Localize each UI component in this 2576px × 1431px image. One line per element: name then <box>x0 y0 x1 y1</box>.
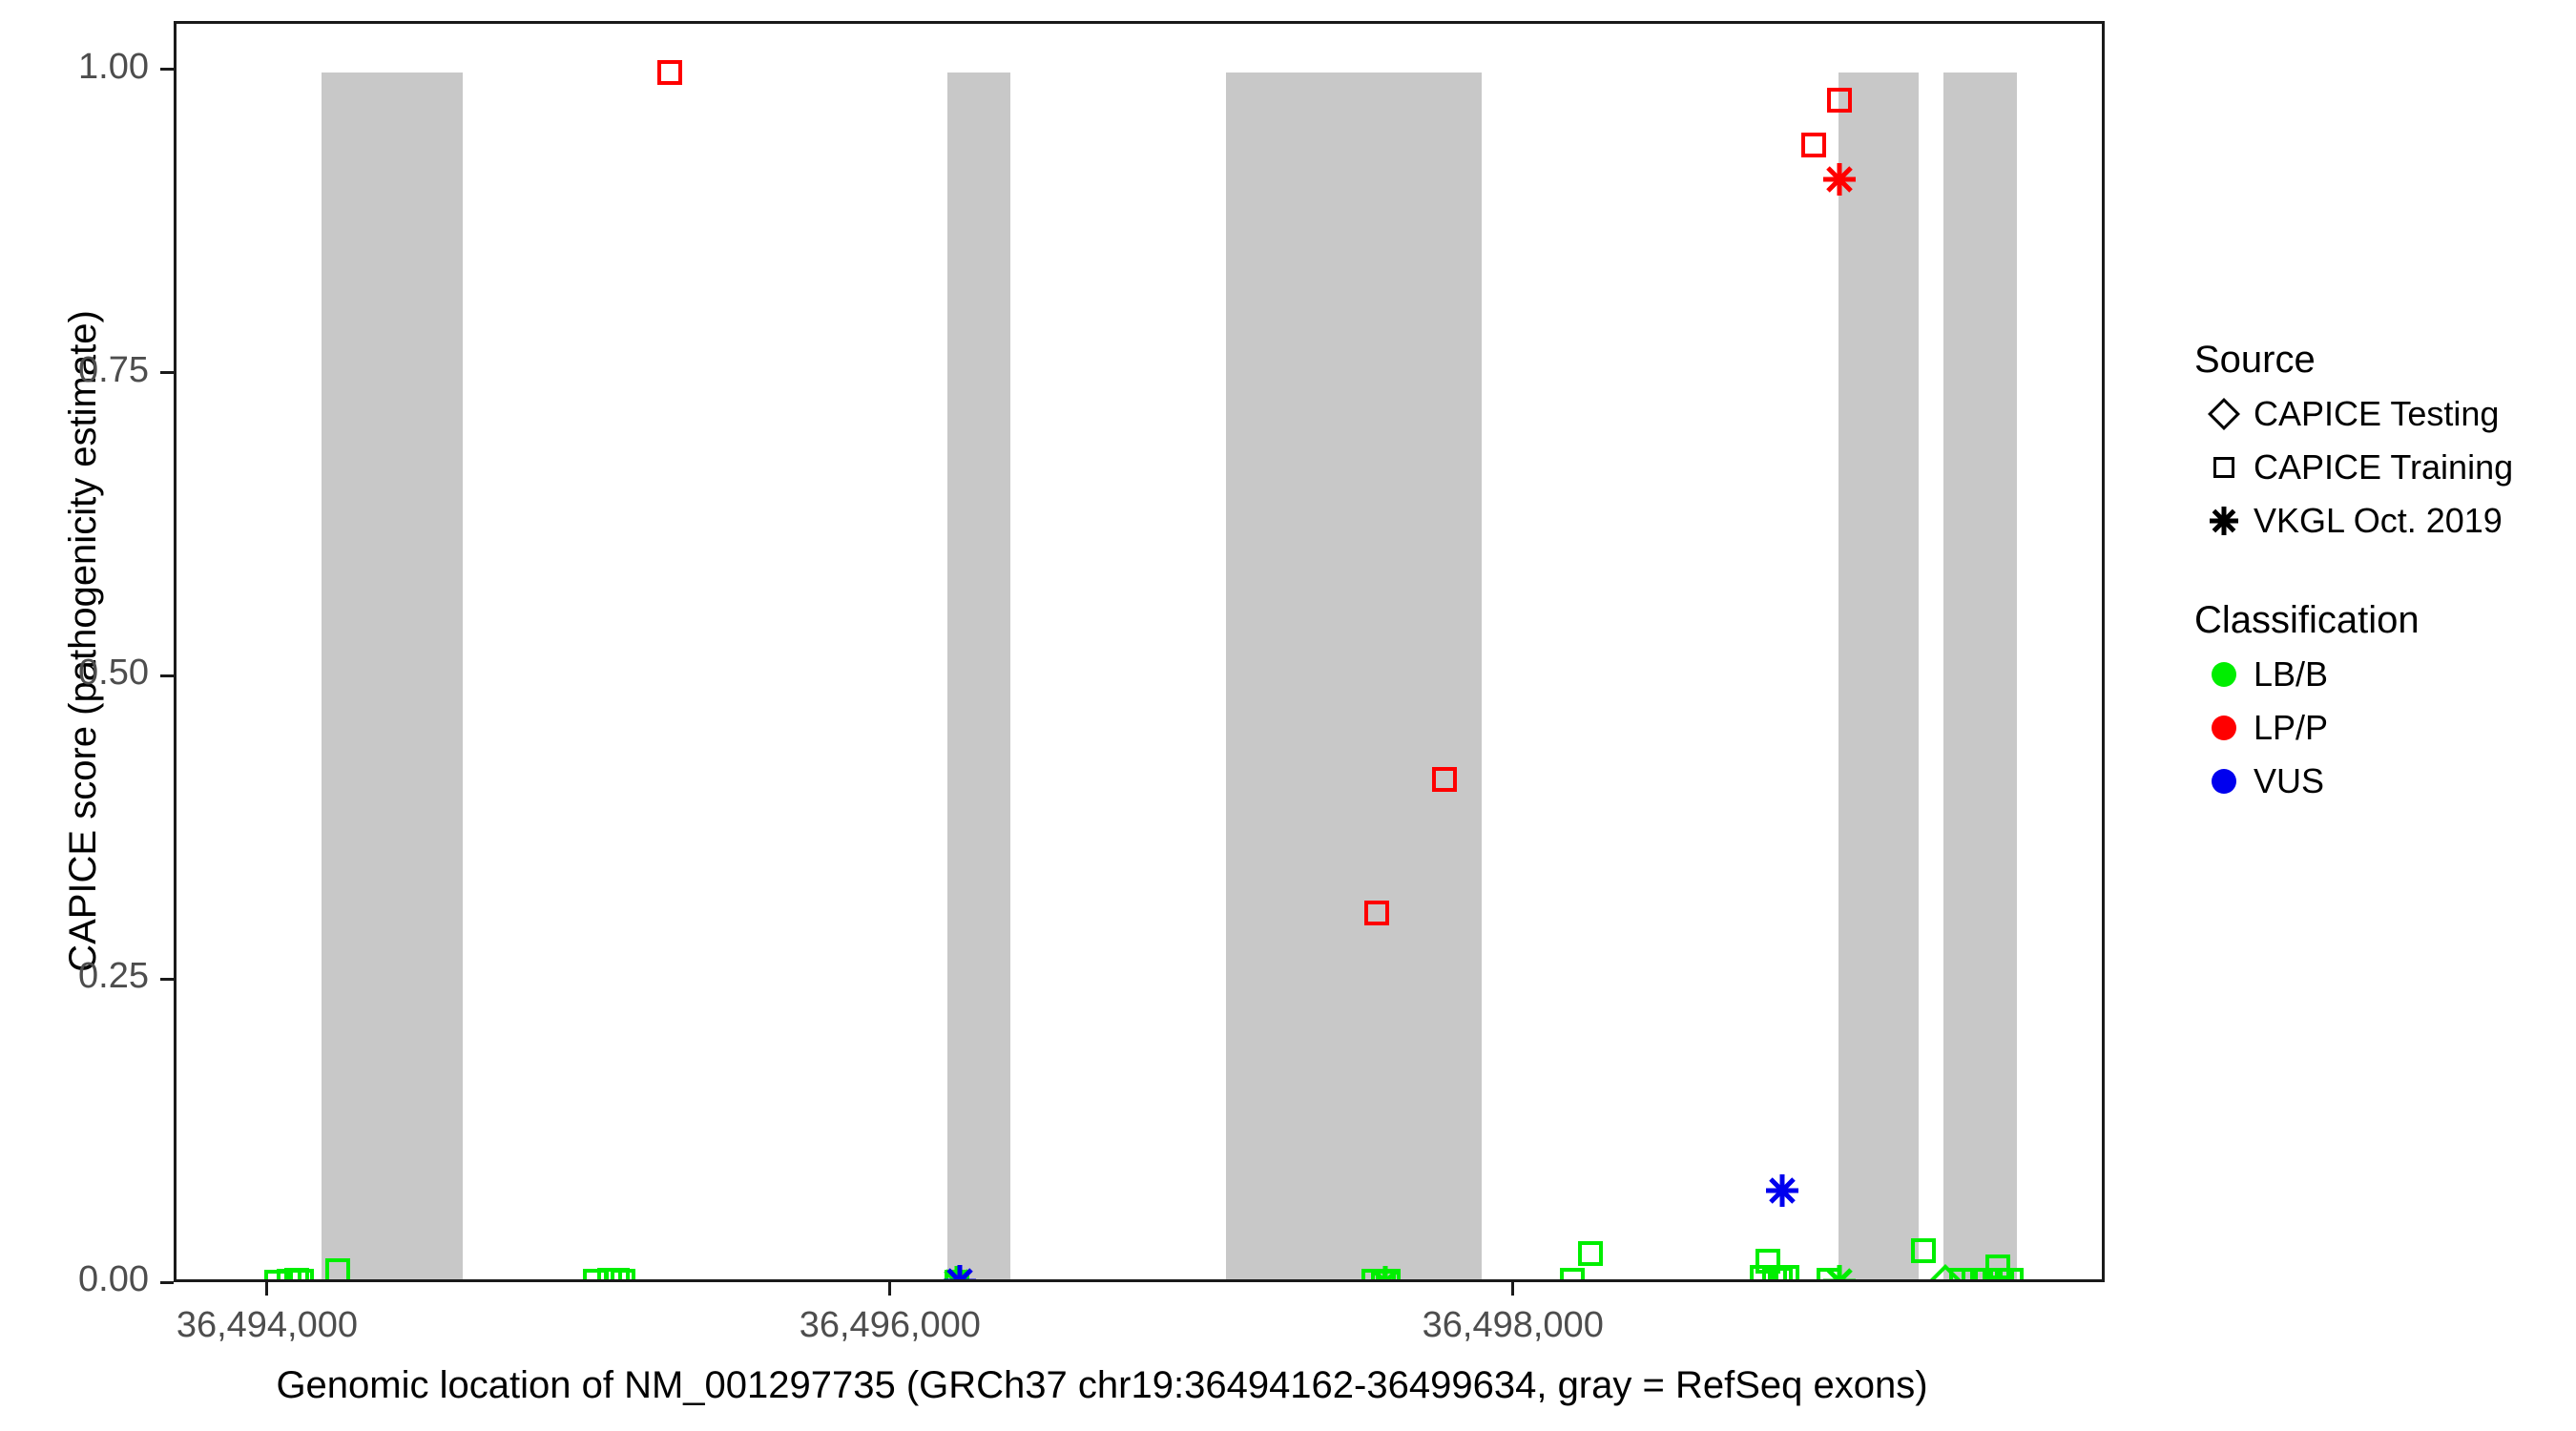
exon-band <box>1942 72 2018 1279</box>
legend-item-classification-lb-b[interactable]: LB/B <box>2194 648 2566 701</box>
y-tick-label: 1.00 <box>78 46 149 87</box>
legend-item-classification-lp-p[interactable]: LP/P <box>2194 701 2566 755</box>
data-point-lb-b <box>596 1267 622 1279</box>
data-point-lp-p <box>657 59 683 85</box>
data-point-lb-b <box>583 1269 609 1279</box>
x-tick-label: 36,494,000 <box>176 1305 359 1345</box>
legend-label: VUS <box>2254 761 2325 800</box>
x-axis-title: Genomic location of NM_001297735 (GRCh37… <box>276 1363 1928 1406</box>
legend-group-source: CAPICE Testing CAPICE Training VKGL Oct. 2… <box>2194 387 2566 548</box>
data-point-lb-b <box>264 1270 290 1279</box>
data-point-lb-b <box>1559 1267 1585 1279</box>
legend-label: LB/B <box>2254 654 2329 694</box>
color-dot-icon <box>2194 769 2254 794</box>
legend-label: CAPICE Testing <box>2254 394 2500 433</box>
exon-band <box>1838 72 1919 1279</box>
square-icon <box>2194 457 2254 478</box>
y-axis-title: CAPICE score (pathogenicity estimate) <box>61 310 104 972</box>
plot-area <box>177 24 2102 1279</box>
data-point-lp-p <box>1800 133 1826 158</box>
color-dot-icon <box>2194 662 2254 687</box>
y-tick-label: 0.25 <box>78 956 149 997</box>
data-point-lb-b <box>1578 1240 1604 1266</box>
y-tick-label: 0.75 <box>78 349 149 390</box>
y-tick <box>160 68 174 72</box>
data-point-lb-b <box>276 1269 301 1279</box>
legend-item-classification-vus[interactable]: VUS <box>2194 755 2566 808</box>
legend-item-source-square[interactable]: CAPICE Training <box>2194 441 2566 494</box>
data-point-lb-b <box>1749 1265 1775 1279</box>
x-tick <box>888 1282 892 1296</box>
y-tick <box>160 977 174 981</box>
legend: Source CAPICE Testing CAPICE Training VKGL… <box>2194 339 2566 808</box>
data-point-lb-b <box>1755 1248 1781 1274</box>
color-dot-icon <box>2194 716 2254 740</box>
data-point-lb-b <box>611 1269 636 1279</box>
legend-item-source-diamond[interactable]: CAPICE Testing <box>2194 387 2566 441</box>
diamond-icon <box>2194 398 2254 430</box>
exon-band <box>946 72 1010 1279</box>
x-tick-label: 36,498,000 <box>1422 1305 1604 1345</box>
x-tick <box>265 1282 269 1296</box>
plot-panel <box>174 21 2105 1282</box>
data-point-lb-b <box>283 1267 309 1279</box>
legend-group-classification: LB/B LP/P VUS <box>2194 648 2566 808</box>
legend-label: VKGL Oct. 2019 <box>2254 501 2503 540</box>
legend-label: CAPICE Training <box>2254 447 2514 487</box>
asterisk-icon <box>2194 507 2254 535</box>
data-point-lb-b <box>288 1269 314 1279</box>
y-tick <box>160 1280 174 1284</box>
data-point-lb-b <box>1768 1266 1794 1279</box>
y-tick <box>160 371 174 375</box>
data-point-vus <box>1765 1173 1798 1207</box>
y-tick <box>160 674 174 677</box>
exon-band <box>1226 72 1482 1279</box>
legend-title-classification: Classification <box>2194 599 2420 641</box>
y-tick-label: 0.50 <box>78 653 149 694</box>
data-point-lb-b <box>604 1267 630 1279</box>
legend-item-source-asterisk[interactable]: VKGL Oct. 2019 <box>2194 494 2566 548</box>
x-tick <box>1511 1282 1515 1296</box>
legend-title-source: Source <box>2194 339 2316 381</box>
data-point-lb-b <box>1761 1266 1787 1279</box>
data-point-lb-b <box>1774 1265 1799 1279</box>
legend-label: LP/P <box>2254 708 2329 747</box>
x-tick-label: 36,496,000 <box>799 1305 981 1345</box>
exon-band <box>321 72 464 1279</box>
legend-spacer <box>2194 548 2566 599</box>
y-tick-label: 0.00 <box>78 1259 149 1299</box>
